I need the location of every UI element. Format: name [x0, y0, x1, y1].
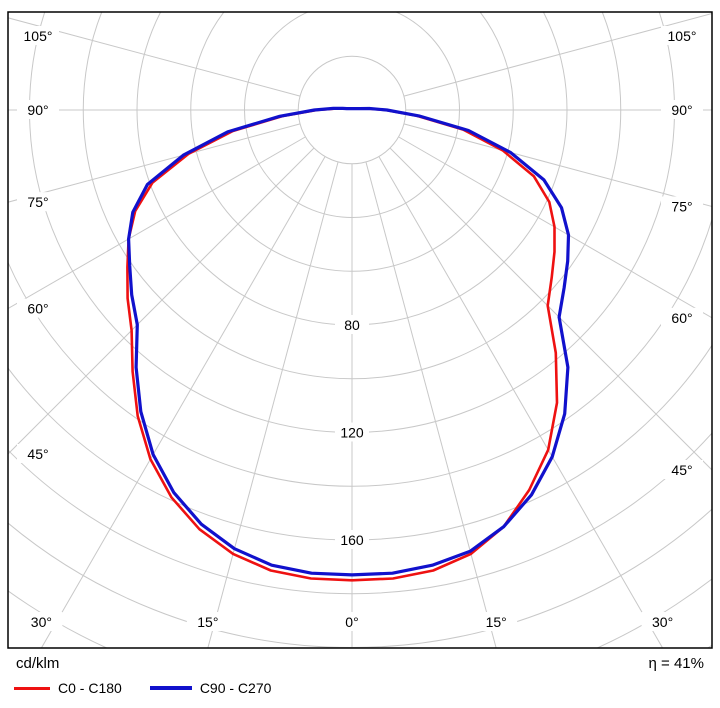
legend: C0 - C180 C90 - C270: [14, 680, 285, 696]
legend-item-c0-c180: C0 - C180: [14, 680, 122, 696]
grid-spoke: [8, 17, 301, 97]
angle-label: 30°: [652, 614, 673, 630]
legend-item-c90-c270: C90 - C270: [149, 680, 272, 696]
legend-label-c0-c180: C0 - C180: [58, 680, 122, 696]
grid-spoke: [8, 123, 301, 203]
angle-label: 105°: [668, 28, 697, 44]
angle-label: 45°: [27, 446, 48, 462]
angle-label: 75°: [27, 194, 48, 210]
plot-border: [7, 11, 713, 649]
grid-spoke: [8, 136, 306, 310]
angle-label-chip: [17, 444, 59, 463]
grid-spoke: [8, 147, 315, 455]
ring-label-chip: [335, 530, 369, 549]
grid-spoke: [398, 136, 712, 319]
angle-label-chip: [661, 196, 703, 216]
grid-ring: [8, 432, 712, 595]
angle-label-chip: [17, 192, 59, 212]
grid-spoke: [389, 147, 712, 471]
efficiency-label: η = 41%: [648, 655, 704, 672]
grid-ring: [8, 344, 712, 541]
angle-label-chip: [186, 612, 229, 631]
units-label: cd/klm: [16, 655, 60, 672]
angle-label: 75°: [671, 198, 692, 214]
angle-label: 30°: [31, 614, 52, 630]
angle-label-chip: [661, 26, 703, 45]
angle-labels: 0° 15° 15° 30° 30° 45° 45° 60° 60° 75° 75° 90° 90° 10…: [17, 26, 703, 631]
angle-label: 105°: [24, 28, 53, 44]
angle-label-chip: [331, 612, 373, 631]
angle-label: 0°: [345, 614, 358, 630]
ring-label: 80: [344, 317, 360, 333]
angle-label: 90°: [671, 102, 692, 118]
legend-label-c90-c270: C90 - C270: [199, 680, 272, 696]
curve-c0-c180: [126, 107, 559, 582]
angle-label-chip: [661, 100, 703, 119]
ring-label-chip: [335, 315, 369, 334]
grid-spoke: [403, 13, 712, 97]
angle-label-chip: [17, 26, 59, 45]
angle-label: 90°: [27, 102, 48, 118]
grid-spoke: [378, 156, 664, 648]
angle-label: 60°: [671, 310, 692, 326]
angle-label-chip: [17, 298, 59, 318]
angle-label: 15°: [197, 614, 218, 630]
angle-label-chip: [475, 612, 518, 631]
grid-spoke: [40, 156, 326, 648]
angle-label-chip: [661, 307, 703, 327]
blue-line-swatch-icon: [149, 686, 192, 690]
curve-c90-c270: [127, 106, 571, 577]
angle-label-chip: [17, 100, 59, 119]
grid-ring: [8, 217, 712, 487]
ring-label: 160: [340, 532, 364, 548]
ring-label: 120: [340, 425, 364, 441]
red-line-swatch-icon: [14, 686, 50, 690]
chart-footer: cd/klm η = 41% C0 - C180 C90 - C270: [0, 650, 720, 708]
grid-spoke: [403, 123, 712, 207]
ring-labels: 80 120 160: [335, 315, 369, 549]
angle-label: 45°: [671, 462, 692, 478]
angle-label-chip: [20, 612, 63, 631]
angle-label-chip: [661, 460, 703, 479]
angle-label: 15°: [486, 614, 507, 630]
angle-label-chip: [641, 612, 684, 631]
angle-label: 60°: [27, 301, 48, 317]
ring-label-chip: [335, 422, 369, 442]
